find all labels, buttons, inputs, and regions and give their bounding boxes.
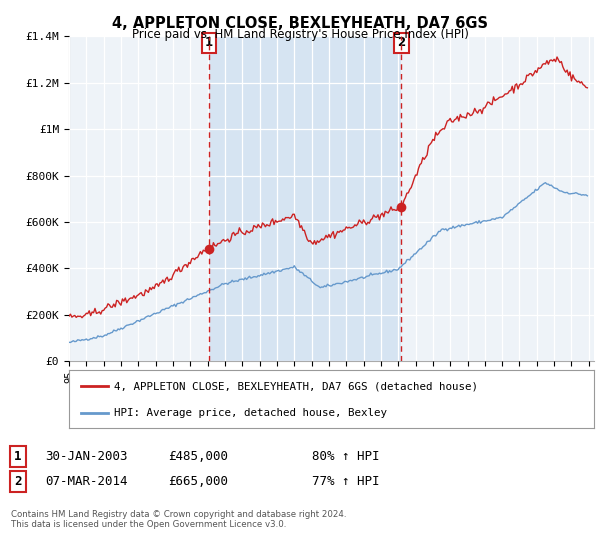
Text: 77% ↑ HPI: 77% ↑ HPI (312, 475, 380, 488)
Text: £485,000: £485,000 (168, 450, 228, 463)
Text: 1: 1 (14, 450, 22, 463)
Text: 4, APPLETON CLOSE, BEXLEYHEATH, DA7 6GS (detached house): 4, APPLETON CLOSE, BEXLEYHEATH, DA7 6GS … (113, 381, 478, 391)
Bar (209, 36, 401, 361)
Text: 07-MAR-2014: 07-MAR-2014 (45, 475, 128, 488)
Text: 2: 2 (14, 475, 22, 488)
Text: 80% ↑ HPI: 80% ↑ HPI (312, 450, 380, 463)
Text: Price paid vs. HM Land Registry's House Price Index (HPI): Price paid vs. HM Land Registry's House … (131, 28, 469, 41)
Text: 4, APPLETON CLOSE, BEXLEYHEATH, DA7 6GS: 4, APPLETON CLOSE, BEXLEYHEATH, DA7 6GS (112, 16, 488, 31)
Text: £665,000: £665,000 (168, 475, 228, 488)
Text: Contains HM Land Registry data © Crown copyright and database right 2024.
This d: Contains HM Land Registry data © Crown c… (11, 510, 346, 529)
Text: HPI: Average price, detached house, Bexley: HPI: Average price, detached house, Bexl… (113, 408, 386, 418)
Text: 2: 2 (397, 36, 406, 49)
Text: 1: 1 (205, 36, 213, 49)
Text: 30-JAN-2003: 30-JAN-2003 (45, 450, 128, 463)
